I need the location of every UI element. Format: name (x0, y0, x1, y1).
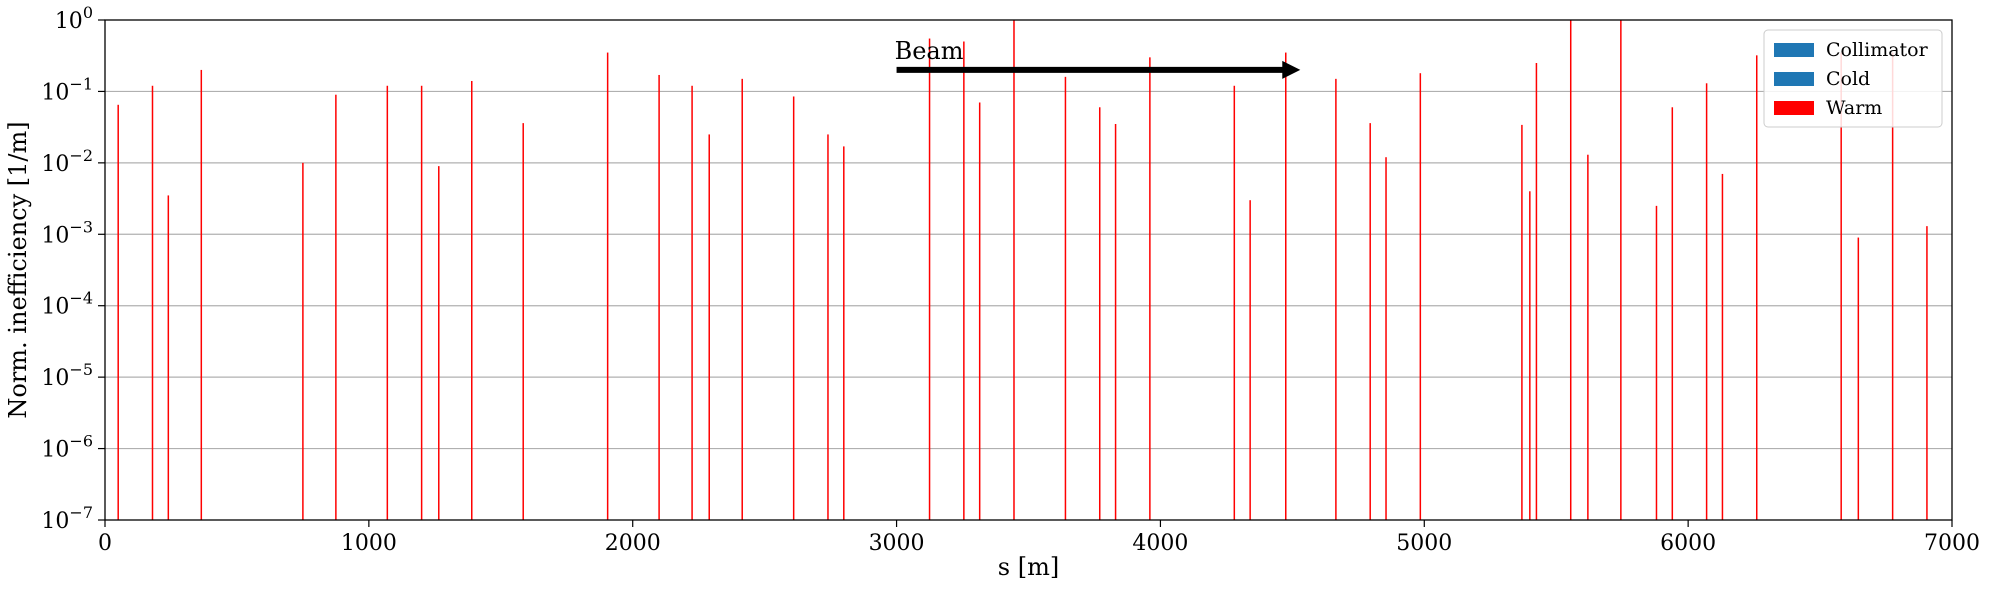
warm-bar (843, 146, 845, 521)
warm-bar (1705, 83, 1708, 520)
beam-annotation: Beam (895, 37, 1301, 79)
warm-bar (792, 96, 795, 520)
warm-bar (1114, 123, 1117, 520)
x-axis-title: s [m] (998, 553, 1059, 581)
x-tick-label: 2000 (605, 531, 661, 556)
warm-bar (200, 69, 203, 521)
warm-bar (117, 104, 119, 520)
warm-bar (335, 94, 337, 520)
y-tick-label: 10−2 (41, 146, 93, 177)
plot-frame (104, 19, 1953, 521)
x-tick-label: 0 (98, 531, 112, 556)
warm-bar (522, 123, 524, 520)
warm-bar (606, 52, 609, 521)
warm-bar (1335, 78, 1337, 521)
x-tick-label: 1000 (341, 531, 397, 556)
warm-bar (386, 85, 389, 520)
x-tick-label: 5000 (1396, 531, 1452, 556)
warm-bar (1098, 107, 1101, 521)
warm-bar (1620, 20, 1622, 520)
warm-bar (1755, 55, 1758, 520)
warm-bar (1891, 52, 1894, 521)
x-tick-label: 6000 (1660, 531, 1716, 556)
warm-bar (827, 134, 829, 520)
beam-arrow-head (1282, 60, 1301, 79)
legend-swatch (1774, 72, 1814, 86)
legend-swatch (1774, 43, 1814, 57)
y-tick-label: 10−4 (41, 289, 93, 320)
warm-bar (1419, 73, 1422, 520)
warm-bar (691, 85, 693, 520)
legend-label: Warm (1826, 97, 1882, 119)
warm-bar (1064, 76, 1067, 520)
warm-bar (1721, 173, 1724, 520)
warm-bar (1013, 20, 1015, 520)
y-tick-label: 10−5 (41, 360, 93, 391)
legend-label: Cold (1826, 68, 1870, 90)
y-axis-title: Norm. inefficiency [1/m] (4, 121, 32, 418)
warm-bar (963, 41, 965, 521)
warm-bar (708, 134, 710, 520)
warm-bar (658, 74, 660, 521)
legend: Collimator Cold Warm (1763, 29, 1943, 128)
warm-bar (1671, 107, 1674, 521)
warm-bar (151, 85, 154, 520)
warm-bar (471, 80, 473, 521)
legend-label: Collimator (1826, 39, 1929, 61)
x-tick-label: 4000 (1132, 531, 1188, 556)
warm-bar (1655, 205, 1658, 520)
warm-bar (1587, 154, 1589, 521)
warm-bar (420, 85, 423, 520)
warm-bar (741, 78, 743, 521)
warm-bar (1249, 200, 1251, 520)
warm-bar (1521, 124, 1523, 521)
x-axis: 0 1000 2000 3000 4000 5000 6000 7000 (98, 520, 1980, 556)
warm-bar (1857, 237, 1860, 520)
y-tick-label: 10−7 (41, 503, 93, 534)
beam-label: Beam (895, 37, 964, 65)
warm-bar (978, 102, 981, 521)
warm-bar (1926, 226, 1928, 520)
grid-layer (105, 90, 1952, 450)
y-tick-label: 10−3 (41, 217, 93, 248)
warm-bar (1840, 52, 1842, 521)
y-tick-label: 10−6 (41, 432, 93, 463)
warm-bar (1569, 20, 1572, 520)
y-tick-label: 10−1 (41, 74, 93, 105)
bars-layer (117, 20, 1928, 521)
y-tick-label: 100 (55, 3, 93, 34)
warm-bar (1385, 157, 1387, 520)
warm-bar (1233, 85, 1236, 520)
warm-bar (1529, 191, 1531, 520)
warm-bar (928, 38, 931, 520)
warm-bar (1369, 123, 1371, 520)
warm-bar (302, 162, 304, 520)
y-axis: 100 10−1 10−2 10−3 10−4 10−5 10−6 10−7 (41, 3, 105, 534)
x-tick-label: 7000 (1924, 531, 1980, 556)
warm-bar (1535, 63, 1538, 521)
warm-bar (1285, 52, 1287, 521)
legend-swatch (1774, 101, 1814, 115)
warm-bar (167, 195, 170, 520)
x-tick-label: 3000 (869, 531, 925, 556)
warm-bar (438, 166, 440, 520)
warm-bar (1149, 57, 1151, 520)
